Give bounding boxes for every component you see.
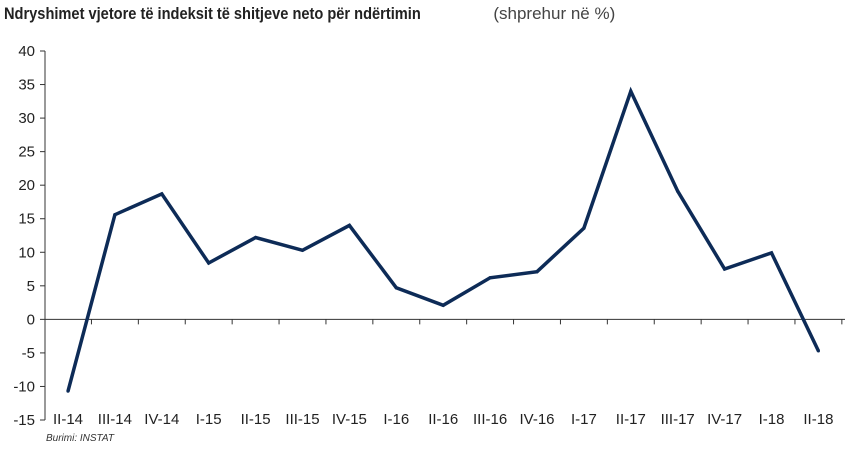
x-tick-label: III-14 (98, 411, 132, 428)
data-point (300, 248, 305, 252)
data-point (160, 192, 164, 196)
chart-title-unit: (shprehur në %) (493, 4, 616, 23)
data-point (723, 267, 727, 271)
source-note: Burimi: INSTAT (46, 433, 114, 444)
data-point (629, 89, 633, 93)
y-tick-label: 5 (27, 278, 35, 295)
data-point (441, 303, 445, 307)
x-tick-label: III-17 (661, 411, 695, 428)
chart-title: Ndryshimet vjetore të indeksit të shitje… (4, 4, 615, 24)
data-point (535, 270, 539, 274)
y-tick-label: 20 (18, 177, 35, 194)
y-tick-label: 10 (18, 244, 35, 261)
series-line (66, 86, 820, 392)
chart-title-main: Ndryshimet vjetore të indeksit të shitje… (4, 4, 421, 23)
data-point (66, 389, 70, 393)
x-tick-label: IV-17 (707, 411, 742, 428)
data-point (769, 251, 774, 255)
x-tick-label: III-16 (473, 411, 507, 428)
y-tick-label: 30 (18, 110, 35, 127)
data-point (254, 235, 258, 240)
data-point (207, 261, 211, 265)
y-tick-label: -10 (13, 378, 35, 395)
x-tick-label: IV-16 (519, 411, 554, 428)
x-tick-label: I-15 (196, 411, 222, 428)
y-tick-label: 25 (18, 144, 35, 161)
y-tick-label: 15 (18, 211, 35, 228)
x-tick-label: II-18 (803, 411, 833, 428)
data-point (816, 349, 821, 353)
y-tick-label: -15 (13, 412, 35, 429)
x-tick-label: I-17 (571, 411, 597, 428)
x-tick-label: I-16 (383, 411, 409, 428)
y-tick-label: 0 (27, 311, 35, 328)
data-point (347, 223, 351, 228)
data-point (113, 213, 117, 217)
x-tick-label: II-17 (616, 411, 646, 428)
data-point (582, 226, 586, 230)
y-tick-label: 40 (18, 43, 35, 60)
y-tick-label: 35 (18, 77, 35, 94)
x-tick-label: IV-15 (332, 411, 367, 428)
data-point (394, 286, 398, 290)
x-tick-label: III-15 (285, 411, 319, 428)
x-tick-label: II-15 (241, 411, 271, 428)
x-tick-label: IV-14 (144, 411, 179, 428)
data-point (488, 276, 492, 280)
x-tick-label: II-14 (53, 411, 83, 428)
y-tick-label: -5 (22, 345, 35, 362)
x-tick-label: II-16 (428, 411, 458, 428)
data-point (676, 189, 680, 193)
x-tick-label: I-18 (759, 411, 785, 428)
